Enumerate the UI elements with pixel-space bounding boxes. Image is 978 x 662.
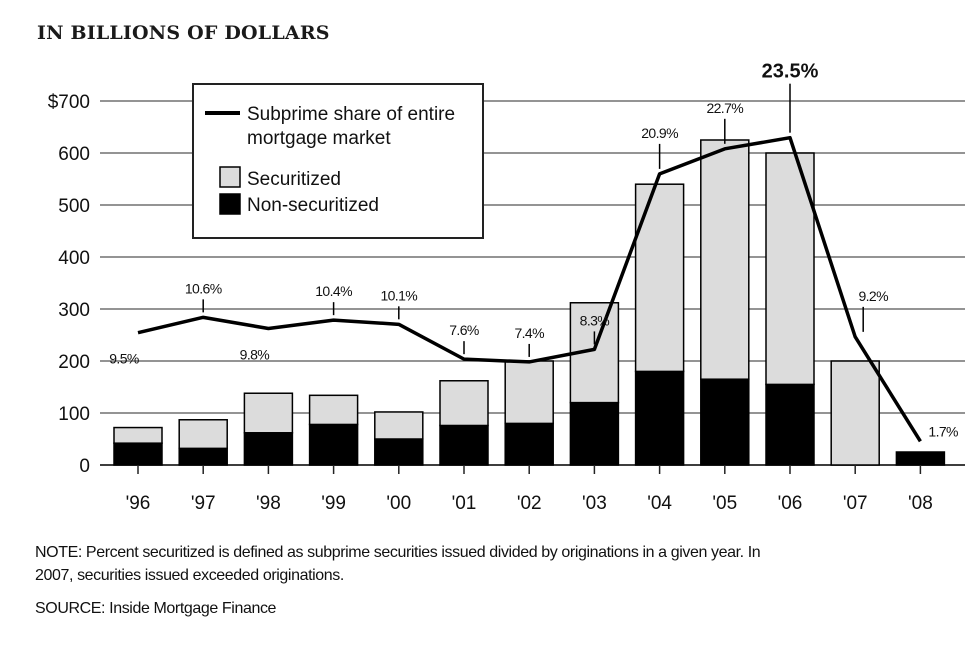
x-tick-label: '99 — [321, 493, 346, 514]
y-tick-label: 500 — [58, 196, 90, 217]
bar-securitized — [243, 392, 294, 434]
bar-securitized — [374, 411, 424, 440]
x-tick-label: '08 — [908, 493, 933, 514]
legend-line-label-2: mortgage market — [247, 128, 391, 149]
y-tick-label: 400 — [58, 248, 90, 269]
share-line-path — [137, 135, 922, 443]
bar-securitized — [634, 183, 685, 373]
legend-nonsecuritized-swatch — [219, 193, 241, 215]
share-point-label: 8.3% — [580, 312, 610, 328]
bar-securitized — [765, 152, 815, 386]
chart-title: IN BILLIONS OF DOLLARS — [37, 22, 330, 44]
bar-securitized — [113, 426, 163, 444]
x-tick-label: '97 — [191, 493, 216, 514]
x-tick-label: '07 — [843, 493, 868, 514]
x-tick-label: '01 — [452, 493, 477, 514]
bar-securitized — [830, 360, 880, 466]
x-axis: '96 '97 '98 '99 '00 '01 '02 '03 '04 '05 '06 '07 '08 — [126, 465, 933, 514]
bar-securitized — [504, 360, 554, 425]
share-point-label: 20.9% — [641, 125, 678, 141]
bar-securitized — [178, 419, 228, 450]
share-point-label: 1.7% — [928, 423, 958, 439]
share-point-label: 22.7% — [706, 100, 743, 116]
share-point-label: 10.4% — [315, 283, 352, 299]
y-tick-label: 200 — [58, 352, 90, 373]
y-tick-label: $700 — [48, 92, 90, 113]
note-line-2: 2007, securities issued exceeded origina… — [35, 567, 344, 584]
bar-securitized — [308, 394, 359, 426]
share-point-label: 23.5% — [762, 61, 819, 83]
x-tick-label: '00 — [386, 493, 411, 514]
bar-non-securitized — [243, 432, 294, 466]
x-tick-label: '02 — [517, 493, 542, 514]
share-line: 9.5% 10.6% 9.8% 10.4% 10.1% 7.6% 7.4% 8.3% 20.9%… — [109, 61, 959, 443]
bar-non-securitized — [374, 438, 424, 466]
y-tick-label: 0 — [79, 456, 90, 477]
legend-securitized-label: Securitized — [247, 169, 341, 190]
legend-nonsecuritized-label: Non-securitized — [247, 195, 379, 216]
note-line-1: NOTE: Percent securitized is defined as … — [35, 544, 760, 561]
legend-box — [192, 83, 484, 239]
x-tick-label: '04 — [647, 493, 672, 514]
bar-non-securitized — [569, 401, 620, 466]
legend-line-label-1: Subprime share of entire — [247, 104, 455, 125]
bar-non-securitized — [895, 451, 946, 466]
x-tick-label: '98 — [256, 493, 281, 514]
source-text: SOURCE: Inside Mortgage Finance — [35, 600, 277, 617]
bar-non-securitized — [178, 447, 228, 466]
y-tick-label: 300 — [58, 300, 90, 321]
y-tick-label: 100 — [58, 404, 90, 425]
share-point-label: 7.6% — [449, 322, 479, 338]
bar-non-securitized — [634, 370, 685, 466]
x-tick-label: '06 — [778, 493, 803, 514]
legend-securitized-swatch — [219, 166, 241, 188]
bars — [113, 139, 946, 466]
bar-non-securitized — [765, 383, 815, 466]
share-point-label: 9.5% — [109, 351, 139, 367]
bar-non-securitized — [700, 378, 750, 466]
bar-non-securitized — [439, 424, 489, 466]
share-point-label: 10.1% — [380, 287, 417, 303]
share-point-label: 9.2% — [858, 288, 888, 304]
y-axis: $700 600 500 400 300 200 100 0 — [48, 92, 90, 477]
share-point-label: 10.6% — [185, 280, 222, 296]
x-tick-label: '96 — [126, 493, 151, 514]
bar-non-securitized — [308, 423, 359, 466]
y-tick-label: 600 — [58, 144, 90, 165]
legend: Subprime share of entire mortgage market… — [192, 83, 484, 239]
bar-non-securitized — [113, 442, 163, 466]
bar-securitized — [700, 139, 750, 380]
x-tick-label: '05 — [712, 493, 737, 514]
bar-non-securitized — [504, 422, 554, 466]
bar-securitized — [439, 380, 489, 427]
x-tick-label: '03 — [582, 493, 607, 514]
share-point-label: 9.8% — [240, 347, 270, 363]
share-point-label: 7.4% — [514, 325, 544, 341]
